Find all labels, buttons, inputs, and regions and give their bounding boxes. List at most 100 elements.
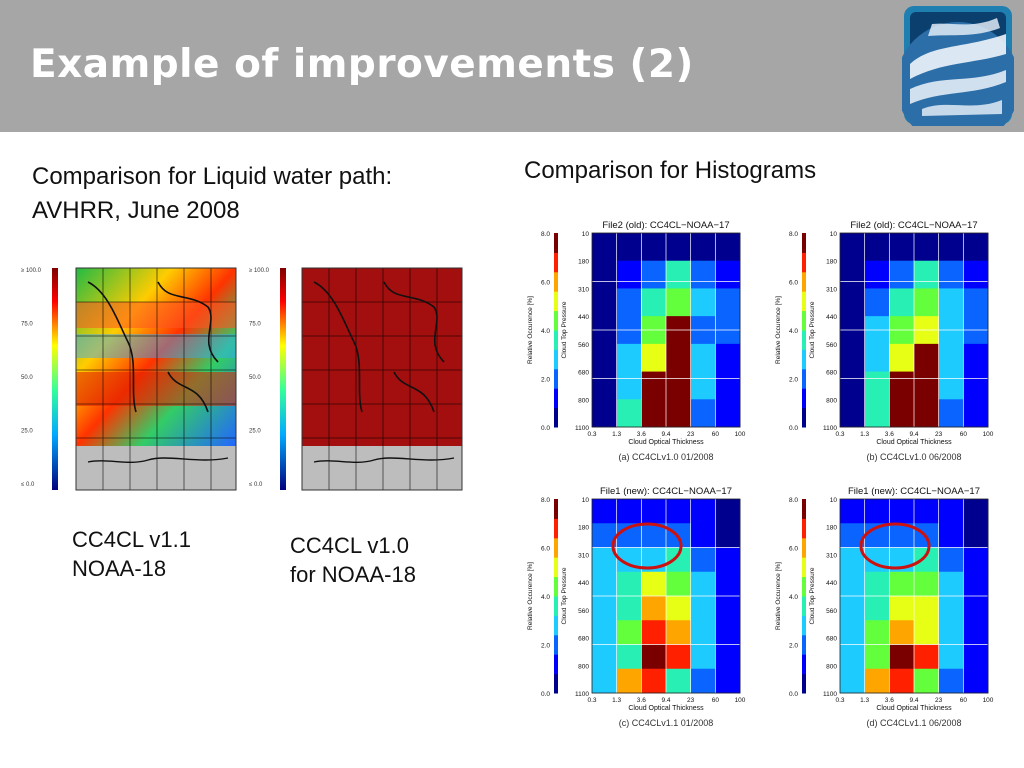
x-tick-label: 3.6 (885, 431, 894, 438)
x-tick-label: 3.6 (637, 431, 646, 438)
colorbar-step (802, 271, 806, 292)
histogram-cell (938, 596, 964, 621)
x-tick-label: 100 (735, 697, 746, 704)
panel-title: File2 (old): CC4CL−NOAA−17 (850, 220, 977, 231)
y-tick-label: 180 (578, 259, 589, 266)
histogram-cell (864, 644, 890, 670)
x-axis-label: Cloud Optical Thickness (628, 705, 704, 712)
panel-title: File2 (old): CC4CL−NOAA−17 (602, 220, 729, 231)
y-tick-label: 440 (578, 580, 589, 587)
y-axis-label: Cloud Top Pressure (809, 301, 816, 358)
histogram-cell (616, 399, 642, 428)
histogram-cell (938, 644, 964, 670)
histogram-cell (715, 620, 741, 645)
histogram-cell (592, 399, 618, 428)
colorbar-step (554, 233, 558, 253)
histogram-cell (864, 233, 890, 262)
histogram-cell (666, 233, 692, 262)
y-tick-label: 680 (826, 370, 837, 377)
colorbar-tick-label: 50.0 (21, 375, 33, 381)
y-tick-label: 560 (826, 342, 837, 349)
x-tick-label: 100 (735, 431, 746, 438)
colorbar (802, 499, 806, 694)
histogram-cell (690, 288, 716, 317)
colorbar-label: Relative Occurence [%] (775, 562, 782, 630)
histogram-cell (666, 499, 692, 524)
colorbar (802, 233, 806, 428)
histogram-cell (864, 596, 890, 621)
colorbar-step (554, 499, 558, 519)
histogram-cell (592, 668, 618, 694)
histogram-cell (889, 343, 915, 372)
histogram-cell (963, 644, 989, 670)
histogram-cell (715, 233, 741, 262)
colorbar-step (802, 576, 806, 597)
histogram-cell (641, 499, 667, 524)
lwp-map-v11: ≥ 100.0 75.0 50.0 25.0 ≤ 0.0 (18, 262, 246, 492)
colorbar-step (802, 634, 806, 655)
colorbar-step (554, 330, 558, 350)
histogram-cell (914, 644, 940, 670)
histogram-cell (641, 668, 667, 694)
colorbar-step (802, 388, 806, 409)
histogram-cell (592, 571, 618, 597)
histogram-cell (889, 399, 915, 428)
lwp-heading-line1: Comparison for Liquid water path: (32, 163, 393, 190)
histogram-cell (592, 343, 618, 372)
colorbar-step (802, 537, 806, 558)
colorbar-tick-label: 8.0 (789, 231, 798, 238)
histogram-cell (938, 260, 964, 289)
panel-caption: (c) CC4CLv1.1 01/2008 (619, 718, 714, 728)
colorbar-tick-label: 50.0 (249, 375, 261, 381)
colorbar-tick-label: 2.0 (789, 377, 798, 384)
colorbar-step (554, 576, 558, 597)
histogram-cell (963, 499, 989, 524)
histogram-cell (840, 596, 866, 621)
x-tick-label: 9.4 (661, 431, 670, 438)
colorbar-step (802, 407, 806, 428)
colorbar-step (802, 518, 806, 539)
histogram-cell (864, 620, 890, 645)
histogram-cell (963, 620, 989, 645)
histogram-cell (889, 371, 915, 400)
y-tick-label: 800 (826, 663, 837, 670)
y-tick-label: 440 (826, 580, 837, 587)
histogram-cell (690, 260, 716, 289)
caption-v10-line2: for NOAA-18 (290, 562, 416, 587)
x-tick-label: 60 (712, 431, 720, 438)
y-tick-label: 310 (578, 286, 589, 293)
histogram-cell (914, 571, 940, 597)
colorbar-tick-label: 75.0 (21, 322, 33, 328)
histogram-cell (963, 547, 989, 573)
histogram-cell (690, 571, 716, 597)
earth-globe-icon (902, 6, 1014, 126)
histogram-cell (914, 668, 940, 694)
histogram-cell (715, 399, 741, 428)
histogram-cell (963, 371, 989, 400)
histogram-cell (840, 260, 866, 289)
colorbar-step (802, 499, 806, 519)
colorbar-tick-label: 0.0 (789, 425, 798, 432)
histogram-cell (938, 371, 964, 400)
x-tick-label: 3.6 (637, 697, 646, 704)
colorbar-tick-label: 4.0 (541, 328, 550, 335)
histogram-cell (889, 499, 915, 524)
colorbar-tick-label: 2.0 (541, 377, 550, 384)
colorbar-tick-label: ≤ 0.0 (21, 482, 35, 488)
colorbar-tick-label: 0.0 (789, 691, 798, 698)
histogram-cell (690, 596, 716, 621)
x-tick-label: 3.6 (885, 697, 894, 704)
x-tick-label: 100 (983, 697, 994, 704)
histogram-cell (715, 288, 741, 317)
colorbar-step (554, 654, 558, 675)
histogram-panel-a: File2 (old): CC4CL−NOAA−17 8.0 6.0 4.0 2.0 0.… (527, 220, 746, 462)
colorbar-tick-label: 6.0 (541, 546, 550, 553)
histogram-cell (914, 620, 940, 645)
colorbar-tick-label: 4.0 (541, 594, 550, 601)
histogram-cell (840, 233, 866, 262)
histogram-panel-b: File2 (old): CC4CL−NOAA−17 8.0 6.0 4.0 2.0 0.… (775, 220, 994, 462)
histogram-cell (938, 571, 964, 597)
colorbar-step (802, 615, 806, 636)
y-tick-label: 310 (578, 552, 589, 559)
histogram-cell (592, 620, 618, 645)
